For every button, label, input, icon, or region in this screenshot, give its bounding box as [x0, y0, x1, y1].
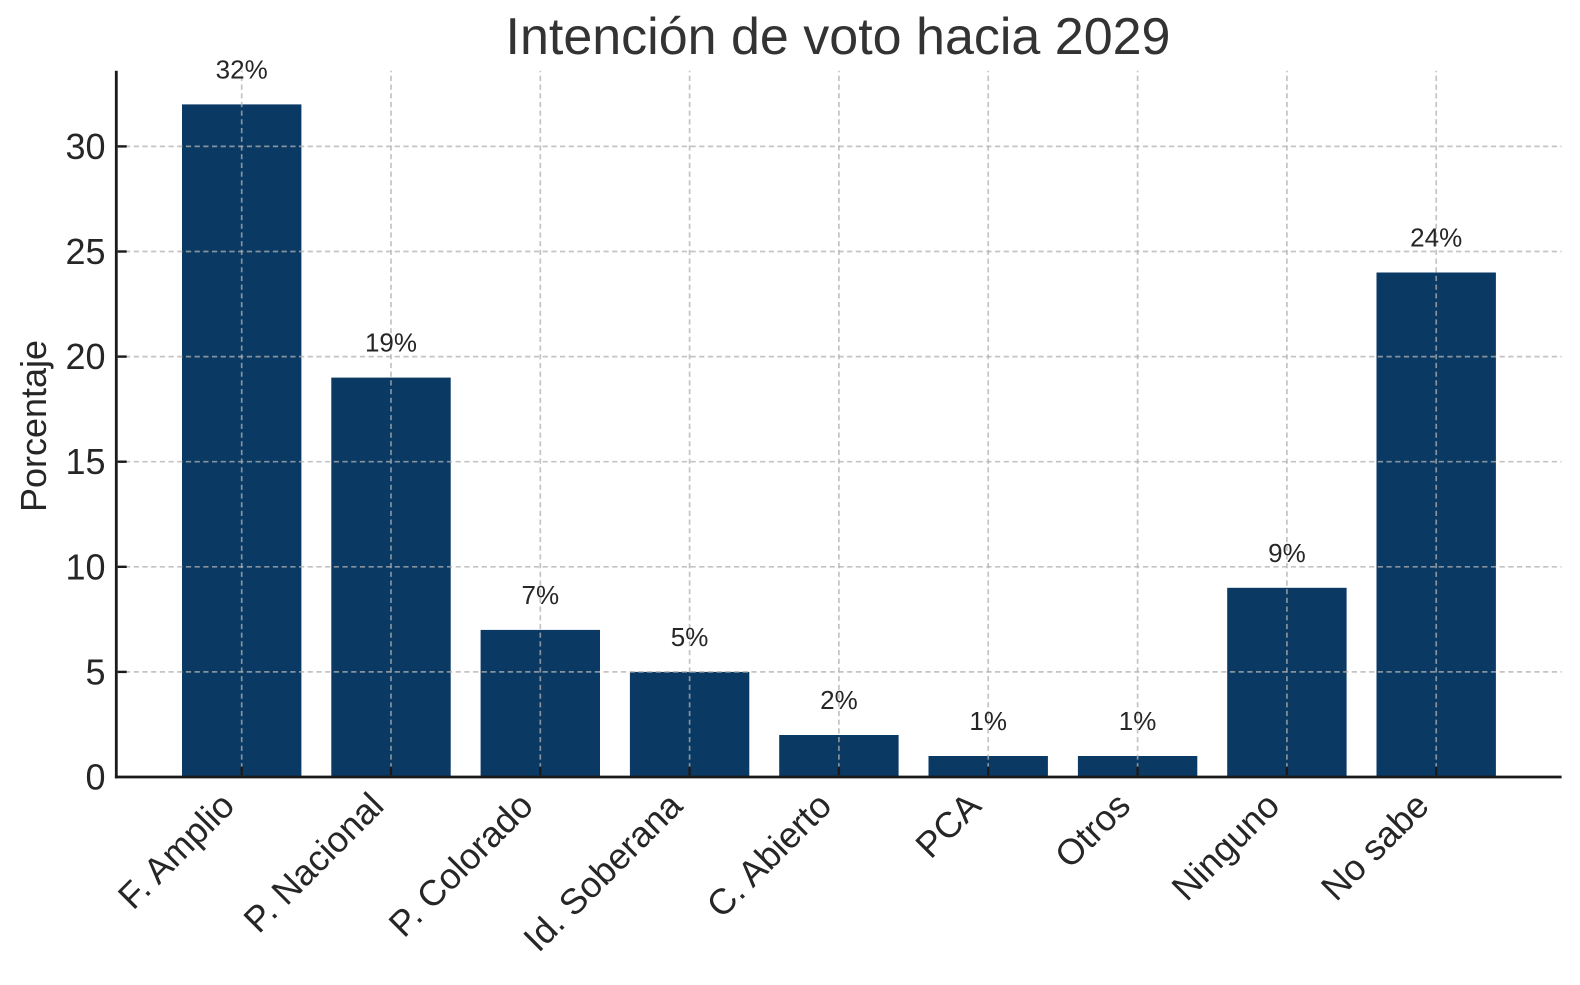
svg-text:Porcentaje: Porcentaje: [13, 340, 54, 512]
svg-text:2%: 2%: [820, 685, 858, 715]
svg-text:5: 5: [85, 651, 105, 692]
svg-text:1%: 1%: [969, 706, 1007, 736]
svg-text:15: 15: [65, 441, 105, 482]
svg-text:25: 25: [65, 231, 105, 272]
svg-text:19%: 19%: [365, 328, 417, 358]
svg-text:10: 10: [65, 546, 105, 587]
svg-text:32%: 32%: [216, 54, 268, 84]
svg-text:5%: 5%: [671, 622, 709, 652]
svg-text:0: 0: [85, 757, 105, 798]
svg-text:30: 30: [65, 126, 105, 167]
svg-text:Intención de voto hacia 2029: Intención de voto hacia 2029: [506, 8, 1171, 66]
svg-text:9%: 9%: [1268, 538, 1306, 568]
svg-text:24%: 24%: [1410, 223, 1462, 253]
svg-text:7%: 7%: [522, 580, 560, 610]
svg-text:20: 20: [65, 336, 105, 377]
svg-text:1%: 1%: [1119, 706, 1157, 736]
